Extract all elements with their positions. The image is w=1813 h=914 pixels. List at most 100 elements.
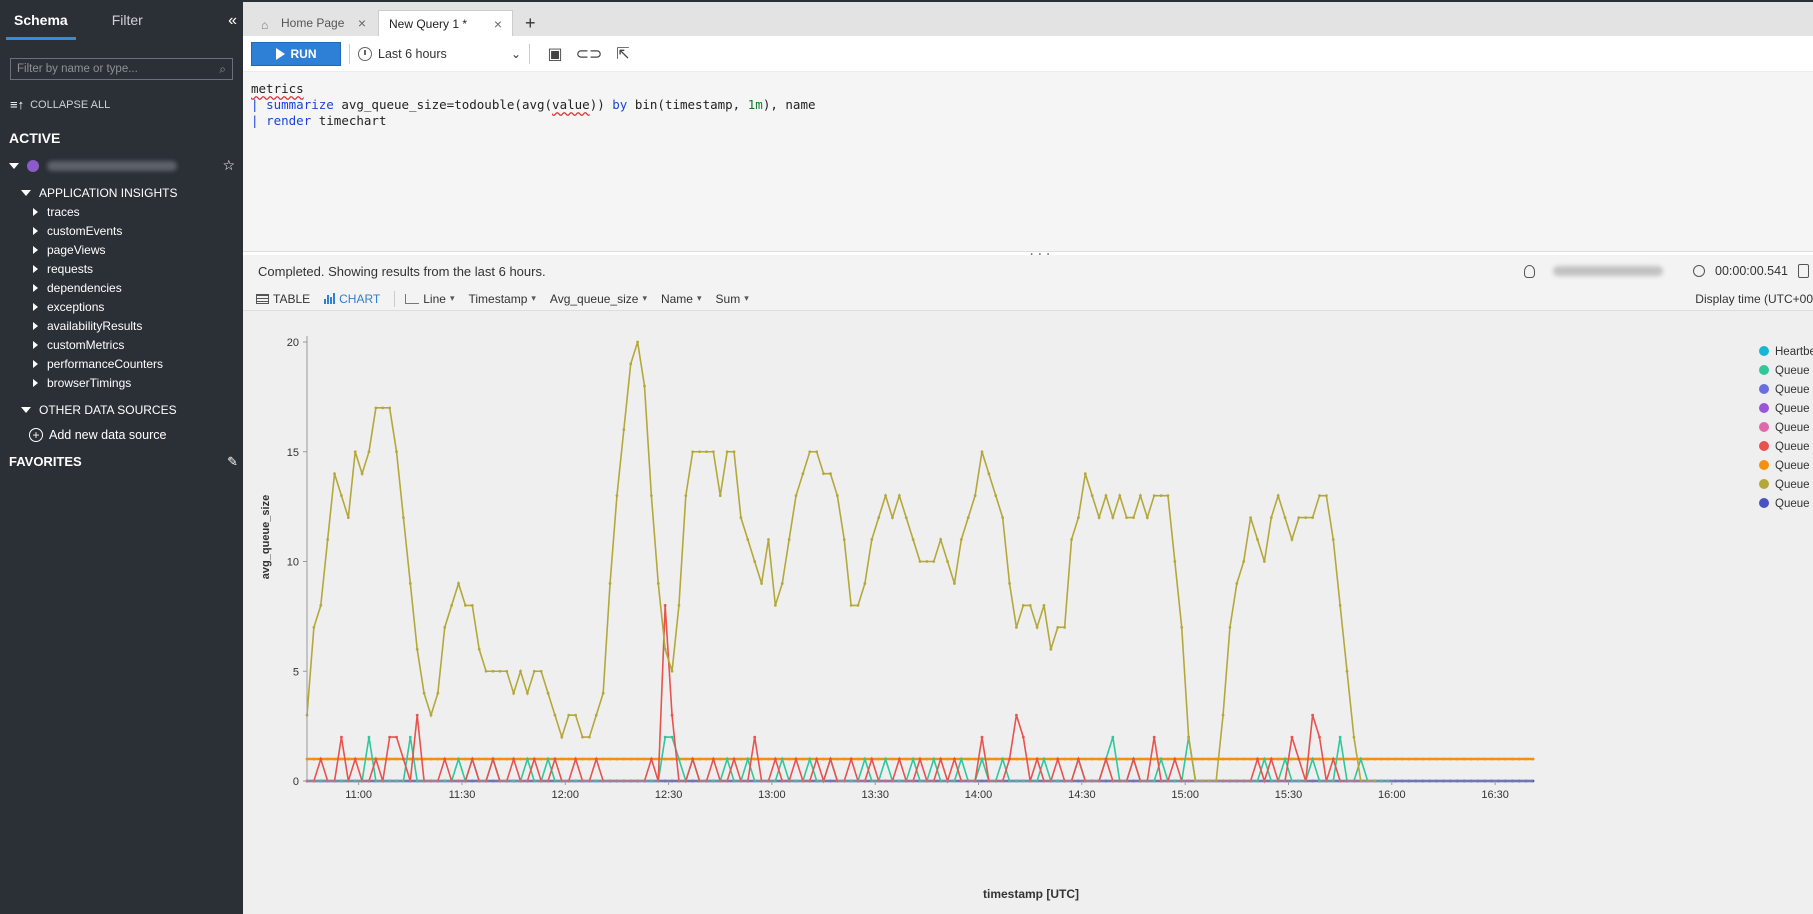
data-point (994, 757, 998, 761)
data-point (1531, 757, 1535, 761)
expand-down-icon[interactable] (9, 163, 19, 169)
legend-entry[interactable]: Queue (1775, 479, 1810, 491)
close-icon[interactable]: × (357, 15, 366, 31)
data-point (443, 625, 447, 629)
tree-item-pageviews[interactable]: pageViews (0, 240, 243, 259)
tree-item-performancecounters[interactable]: performanceCounters (0, 354, 243, 373)
data-point (1111, 757, 1115, 761)
collapse-all-button[interactable]: ≡↑ COLLAPSE ALL (10, 97, 243, 112)
schema-filter-input[interactable] (17, 63, 220, 75)
data-point (1083, 757, 1087, 761)
clipboard-icon[interactable] (1798, 264, 1809, 278)
data-point (932, 560, 936, 563)
legend-entry[interactable]: Queue (1775, 441, 1810, 453)
data-point (340, 494, 343, 498)
table-view-button[interactable]: TABLE (256, 292, 310, 306)
data-point (718, 494, 722, 498)
tree-item-traces[interactable]: traces (0, 202, 243, 221)
data-point (333, 757, 336, 761)
display-time-selector[interactable]: Display time (UTC+00 (1695, 287, 1813, 311)
legend-entry[interactable]: Queue (1775, 384, 1810, 396)
x-tick-label: 16:30 (1481, 789, 1509, 801)
data-point (698, 450, 701, 454)
data-point (1132, 516, 1135, 519)
x-axis-dropdown[interactable]: Timestamp ▾ (468, 292, 535, 306)
data-point (1152, 757, 1156, 761)
new-tab-button[interactable]: + (525, 12, 536, 33)
add-data-source-button[interactable]: + Add new data source (0, 425, 243, 445)
data-point (608, 582, 612, 585)
data-point (567, 757, 571, 761)
data-point (594, 757, 598, 761)
tree-item-label: customEvents (47, 223, 123, 238)
table-icon (256, 293, 269, 304)
data-point (1118, 757, 1122, 761)
legend-swatch (1759, 441, 1769, 451)
legend-entry[interactable]: Queue (1775, 460, 1810, 472)
favorites-header: FAVORITES ✎ (9, 454, 243, 470)
legend-swatch (1759, 384, 1769, 394)
search-icon[interactable]: ⌕ (219, 61, 226, 76)
split-by-dropdown[interactable]: Name ▾ (661, 292, 702, 306)
aggregation-dropdown[interactable]: Sum ▾ (716, 292, 749, 306)
other-sources-group[interactable]: OTHER DATA SOURCES (0, 401, 243, 419)
schema-filter-box: ⌕ (10, 58, 233, 80)
link-icon[interactable]: ⊂⊃ (575, 45, 603, 63)
data-point (1187, 735, 1191, 739)
data-point (415, 713, 419, 717)
tab-new-query[interactable]: New Query 1 * × (378, 10, 513, 36)
legend-entry[interactable]: Queue (1775, 365, 1810, 377)
data-point (1173, 560, 1177, 563)
add-circle-icon: + (29, 428, 43, 442)
tab-home-page[interactable]: ⌂ Home Page × (251, 10, 376, 36)
collapse-sidebar-icon[interactable]: « (228, 12, 237, 29)
tab-schema[interactable]: Schema (6, 12, 76, 40)
data-point (959, 757, 963, 761)
save-icon[interactable]: ▣ (547, 45, 563, 63)
y-axis-dropdown[interactable]: Avg_queue_size ▾ (550, 292, 647, 306)
tab-filter[interactable]: Filter (111, 12, 143, 28)
legend-entry[interactable]: Queue (1775, 403, 1810, 415)
close-icon[interactable]: × (493, 15, 502, 32)
legend-entry[interactable]: Queue (1775, 422, 1810, 434)
app-insights-group[interactable]: APPLICATION INSIGHTS (0, 184, 243, 202)
data-point (622, 757, 626, 761)
star-icon[interactable]: ☆ (222, 157, 235, 173)
active-resource-row[interactable]: ☆ (0, 157, 243, 175)
time-range-dropdown[interactable]: Last 6 hours ⌄ (358, 43, 521, 65)
chart-area: 0 5 10 15 20 11:00 11:30 12:00 12:30 13:00 13:30 14… (243, 311, 1813, 914)
chart-view-button[interactable]: CHART (324, 292, 380, 306)
tree-item-browsertimings[interactable]: browserTimings (0, 373, 243, 392)
data-point (1504, 757, 1507, 761)
export-icon[interactable]: ⇱ (616, 45, 630, 63)
tree-item-dependencies[interactable]: dependencies (0, 278, 243, 297)
chart-type-label: Line (423, 291, 446, 306)
data-point (553, 757, 557, 761)
kw-summarize: summarize (266, 97, 334, 112)
query-text: bin(timestamp, (627, 97, 748, 112)
tree-item-requests[interactable]: requests (0, 259, 243, 278)
tree-item-customevents[interactable]: customEvents (0, 221, 243, 240)
tree-item-custommetrics[interactable]: customMetrics (0, 335, 243, 354)
splitter-handle[interactable]: ... (1028, 244, 1053, 258)
tree-item-exceptions[interactable]: exceptions (0, 297, 243, 316)
legend-entry[interactable]: Queue (1775, 498, 1810, 510)
pencil-icon[interactable]: ✎ (227, 454, 238, 469)
collapse-all-label: COLLAPSE ALL (30, 98, 111, 111)
data-point (884, 494, 887, 498)
main-pane: ⌂ Home Page × New Query 1 * × + RUN Last… (243, 0, 1813, 914)
data-point (1297, 516, 1301, 519)
data-point (1352, 757, 1356, 761)
run-button[interactable]: RUN (251, 41, 341, 66)
query-editor[interactable]: metrics | summarize avg_queue_size=todou… (243, 72, 1813, 258)
chart-type-dropdown[interactable]: Line ▾ (405, 292, 454, 306)
table-list: traces customEvents pageViews requests d… (0, 202, 243, 392)
tree-item-availabilityresults[interactable]: availabilityResults (0, 316, 243, 335)
data-point (1001, 757, 1005, 761)
data-point (1194, 757, 1197, 761)
data-point (1166, 494, 1170, 498)
data-point (1455, 757, 1459, 761)
data-point (1448, 757, 1452, 761)
data-point (1276, 494, 1280, 498)
legend-entry[interactable]: Heartbe (1775, 346, 1813, 358)
